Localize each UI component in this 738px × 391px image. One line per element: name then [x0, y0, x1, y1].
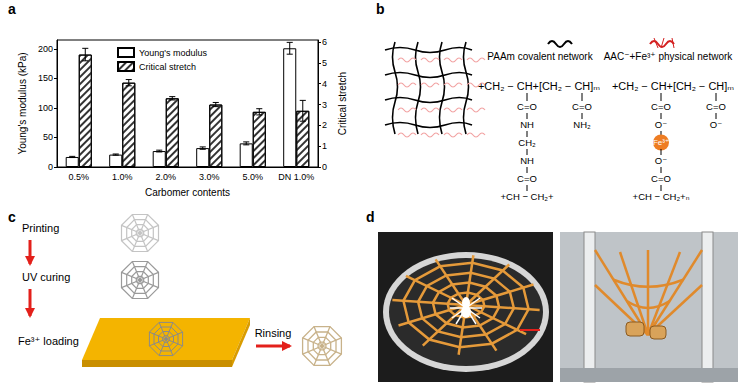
svg-text:150: 150: [38, 73, 53, 83]
svg-text:a: a: [8, 1, 16, 17]
svg-text:CH₂: CH₂: [518, 137, 536, 148]
svg-text:200: 200: [38, 44, 53, 54]
svg-text:4: 4: [322, 79, 327, 89]
svg-text:+CH − CH₂+: +CH − CH₂+: [500, 191, 554, 202]
svg-text:C=O: C=O: [572, 101, 592, 112]
svg-text:O⁻: O⁻: [710, 119, 722, 130]
svg-text:1: 1: [322, 141, 327, 151]
svg-text:5: 5: [322, 58, 327, 68]
svg-text:50: 50: [43, 132, 53, 142]
svg-text:1.0%: 1.0%: [112, 172, 133, 182]
svg-text:Critical stretch: Critical stretch: [337, 72, 348, 135]
svg-text:Fe³⁺ loading: Fe³⁺ loading: [18, 335, 79, 347]
svg-text:c: c: [8, 209, 16, 225]
svg-text:100: 100: [38, 103, 53, 113]
svg-text:NH: NH: [520, 155, 534, 166]
svg-text:0: 0: [48, 162, 53, 172]
svg-text:C=O: C=O: [651, 173, 671, 184]
svg-text:b: b: [376, 1, 385, 17]
svg-text:Young's modulus: Young's modulus: [139, 48, 207, 58]
svg-text:Young's modulus (kPa): Young's modulus (kPa): [17, 52, 28, 154]
svg-text:Printing: Printing: [22, 222, 59, 234]
svg-text:0.5%: 0.5%: [68, 172, 89, 182]
svg-text:DN 1.0%: DN 1.0%: [278, 172, 314, 182]
svg-text:Carbomer contents: Carbomer contents: [145, 187, 230, 198]
svg-text:NH: NH: [520, 119, 534, 130]
svg-text:O⁻: O⁻: [655, 119, 667, 130]
svg-text:Critical stretch: Critical stretch: [139, 62, 196, 72]
svg-text:6: 6: [322, 37, 327, 47]
svg-text:3: 3: [322, 100, 327, 110]
svg-text:Fe³⁺: Fe³⁺: [653, 138, 669, 147]
svg-text:C=O: C=O: [517, 173, 537, 184]
svg-text:NH₂: NH₂: [573, 119, 591, 130]
svg-text:5.0%: 5.0%: [242, 172, 263, 182]
svg-text:C=O: C=O: [706, 101, 726, 112]
svg-text:Rinsing: Rinsing: [255, 327, 292, 339]
svg-text:C=O: C=O: [517, 101, 537, 112]
svg-text:2.0%: 2.0%: [155, 172, 176, 182]
svg-text:0: 0: [322, 162, 327, 172]
svg-text:PAAm covalent network: PAAm covalent network: [487, 51, 593, 62]
svg-text:O⁻: O⁻: [655, 155, 667, 166]
svg-text:d: d: [366, 209, 375, 225]
svg-text:+CH − CH₂+ₙ: +CH − CH₂+ₙ: [633, 191, 690, 202]
svg-text:2: 2: [322, 120, 327, 130]
svg-text:+CH₂ − CH+[CH₂ − CH]ₘ: +CH₂ − CH+[CH₂ − CH]ₘ: [612, 81, 734, 92]
svg-text:UV curing: UV curing: [22, 271, 70, 283]
svg-text:3.0%: 3.0%: [199, 172, 220, 182]
svg-text:AAC⁻+Fe³⁺ physical network: AAC⁻+Fe³⁺ physical network: [604, 51, 734, 62]
svg-text:C=O: C=O: [651, 101, 671, 112]
svg-text:+CH₂ − CH+[CH₂ − CH]ₘ: +CH₂ − CH+[CH₂ − CH]ₘ: [478, 81, 600, 92]
